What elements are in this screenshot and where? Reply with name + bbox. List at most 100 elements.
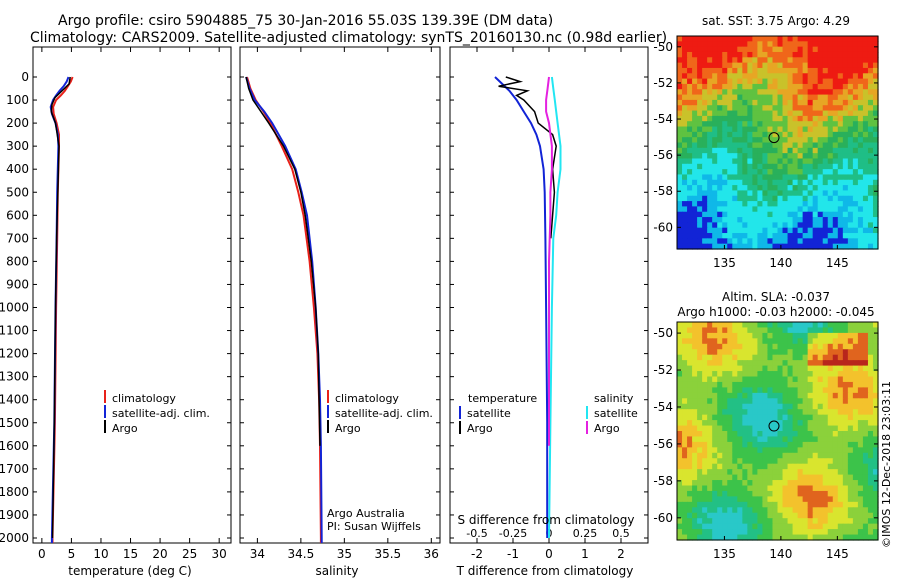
map-cell — [857, 110, 864, 117]
map-cell — [762, 381, 769, 388]
map-cell — [752, 518, 759, 525]
map-cell — [742, 94, 748, 101]
map-cell — [827, 485, 834, 492]
map-cell — [852, 147, 859, 154]
map-cell — [822, 142, 829, 149]
map-cell — [842, 163, 849, 170]
map-cell — [697, 190, 703, 197]
map-cell — [762, 36, 769, 42]
map-cell — [852, 529, 859, 536]
map-cell — [832, 512, 839, 519]
map-cell — [792, 222, 799, 229]
map-cell — [807, 365, 814, 372]
map-cell — [722, 452, 728, 459]
map-cell — [687, 190, 693, 197]
map-cell — [797, 436, 804, 443]
map-cell — [797, 529, 804, 536]
map-cell — [737, 485, 743, 492]
map-cell — [717, 381, 723, 388]
map-cell — [827, 436, 834, 443]
map-cell — [872, 158, 879, 165]
map-cell — [842, 431, 849, 438]
map-cell — [807, 392, 814, 399]
map-cell — [697, 174, 703, 181]
map-cell — [712, 365, 718, 372]
map-cell — [707, 485, 713, 492]
map-cell — [727, 94, 733, 101]
map-cell — [832, 158, 839, 165]
map-cell — [712, 501, 718, 508]
map-cell — [827, 523, 834, 530]
map-cell — [727, 243, 733, 250]
map-cell — [682, 142, 688, 149]
map-cell — [697, 73, 703, 80]
map-cell — [842, 322, 849, 329]
map-cell — [847, 179, 854, 186]
map-cell — [837, 163, 844, 170]
map-cell — [752, 496, 759, 503]
map-cell — [847, 131, 854, 138]
map-cell — [722, 463, 728, 470]
map-cell — [702, 371, 708, 378]
map-cell — [692, 507, 698, 514]
map-cell — [752, 463, 759, 470]
lon-tick-label: 140 — [769, 256, 792, 270]
map-cell — [692, 322, 698, 329]
map-cell — [717, 110, 723, 117]
lat-tick-label: -60 — [653, 220, 673, 234]
map-cell — [677, 78, 683, 85]
map-cell — [742, 243, 748, 250]
map-cell — [832, 190, 839, 197]
map-cell — [807, 327, 814, 334]
map-cell — [807, 420, 814, 427]
map-cell — [677, 217, 683, 223]
map-cell — [817, 420, 824, 427]
map-cell — [702, 490, 708, 497]
map-cell — [757, 376, 764, 383]
map-cell — [872, 496, 879, 503]
map-cell — [752, 398, 759, 405]
map-cell — [692, 233, 698, 239]
map-cell — [752, 46, 759, 53]
map-cell — [782, 57, 789, 64]
map-cell — [842, 99, 849, 106]
map-cell — [867, 89, 874, 96]
map-cell — [777, 153, 784, 160]
map-cell — [777, 115, 784, 122]
map-cell — [812, 169, 819, 176]
map-cell — [762, 195, 769, 202]
map-cell — [862, 51, 869, 58]
map-cell — [872, 67, 879, 74]
map-cell — [837, 211, 844, 218]
map-cell — [777, 436, 784, 443]
map-cell — [827, 480, 834, 487]
map-cell — [862, 121, 869, 128]
map-cell — [817, 523, 824, 530]
map-cell — [792, 105, 799, 112]
map-cell — [802, 431, 809, 438]
lon-tick-label: 140 — [769, 547, 792, 561]
map-cell — [682, 398, 688, 405]
map-cell — [687, 217, 693, 223]
map-cell — [832, 387, 839, 394]
map-cell — [687, 195, 693, 202]
map-cell — [847, 425, 854, 432]
map-cell — [782, 78, 789, 85]
map-cell — [872, 238, 879, 245]
map-cell — [692, 463, 698, 470]
map-cell — [857, 67, 864, 74]
map-cell — [792, 360, 799, 367]
map-cell — [707, 403, 713, 410]
map-cell — [832, 99, 839, 106]
map-cell — [752, 327, 759, 334]
map-cell — [867, 115, 874, 122]
map-cell — [777, 327, 784, 334]
map-cell — [697, 126, 703, 133]
map-cell — [677, 73, 683, 80]
map-cell — [677, 169, 683, 176]
map-cell — [742, 420, 748, 427]
map-cell — [872, 36, 879, 42]
map-cell — [857, 349, 864, 356]
map-cell — [727, 137, 733, 144]
map-cell — [712, 227, 718, 234]
